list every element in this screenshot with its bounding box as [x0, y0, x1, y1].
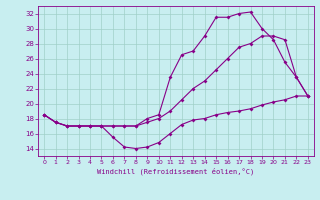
X-axis label: Windchill (Refroidissement éolien,°C): Windchill (Refroidissement éolien,°C)	[97, 168, 255, 175]
